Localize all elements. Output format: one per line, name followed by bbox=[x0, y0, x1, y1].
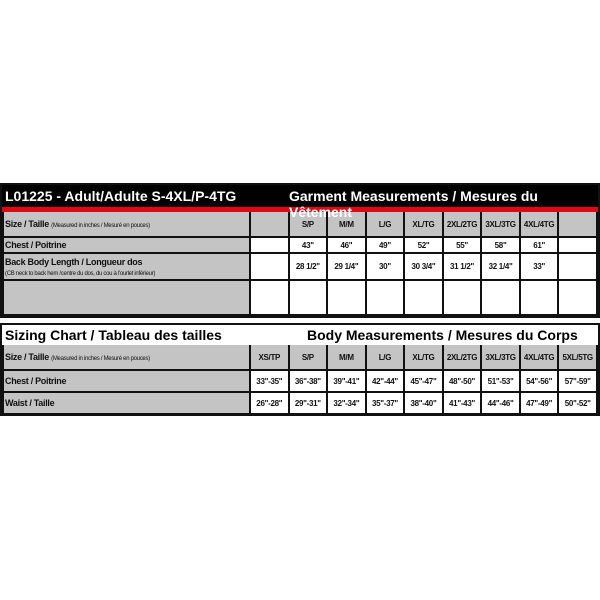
value-cell bbox=[443, 281, 481, 314]
size-header: S/P bbox=[289, 345, 327, 369]
row-label: Chest / Poitrine bbox=[4, 371, 249, 391]
value-cell bbox=[559, 281, 596, 314]
value-cell: 50"-52" bbox=[559, 393, 596, 413]
size-label: Size / Taille (Measured in inches / Mesu… bbox=[4, 212, 249, 236]
size-header: 5XL/5TG bbox=[559, 345, 596, 369]
value-cell: 52" bbox=[405, 238, 442, 252]
value-cell: 43" bbox=[289, 238, 327, 252]
size-header: 4XL/4TG bbox=[520, 345, 558, 369]
value-cell: 32 1/4" bbox=[482, 254, 519, 279]
value-cell bbox=[328, 281, 365, 314]
value-cell: 33"-35" bbox=[251, 371, 288, 391]
garment-heading: Garment Measurements / Mesures du Vêteme… bbox=[289, 188, 538, 220]
size-row: Size / Taille (Measured in inches / Mesu… bbox=[4, 212, 596, 236]
value-cell: 33" bbox=[520, 254, 558, 279]
size-row: Size / Taille (Measured in inches / Mesu… bbox=[4, 345, 596, 369]
value-cell: 47"-49" bbox=[520, 393, 558, 413]
value-cell: 30" bbox=[366, 254, 404, 279]
row-label: Waist / Taille bbox=[4, 393, 249, 413]
body-heading: Body Measurements / Mesures du Corps bbox=[307, 327, 578, 343]
value-cell: 41"-43" bbox=[443, 393, 481, 413]
size-header: M/M bbox=[328, 345, 365, 369]
value-cell bbox=[520, 281, 558, 314]
size-header: XL/TG bbox=[405, 345, 442, 369]
table-row: Chest / Poitrine 33"-35" 36"-38" 39"-41" 42"… bbox=[4, 371, 596, 391]
size-header: M/M bbox=[328, 212, 365, 236]
size-header bbox=[251, 212, 288, 236]
value-cell: 32"-34" bbox=[328, 393, 365, 413]
table-row bbox=[4, 281, 596, 314]
size-header bbox=[559, 212, 596, 236]
value-cell: 54"-56" bbox=[520, 371, 558, 391]
garment-measurements-table: L01225 - Adult/Adulte S-4XL/P-4TG Garmen… bbox=[0, 183, 600, 318]
size-header: L/G bbox=[366, 212, 404, 236]
row-label-text: Waist / Taille bbox=[5, 398, 55, 408]
value-cell: 58" bbox=[482, 238, 519, 252]
size-header: 2XL/2TG bbox=[443, 345, 481, 369]
size-label: Size / Taille (Measured in inches / Mesu… bbox=[4, 345, 249, 369]
value-cell bbox=[559, 238, 596, 252]
garment-header: L01225 - Adult/Adulte S-4XL/P-4TG Garmen… bbox=[2, 185, 598, 220]
sizing-chart-title: Sizing Chart / Tableau des tailles bbox=[5, 327, 222, 343]
size-header: S/P bbox=[289, 212, 327, 236]
value-cell bbox=[559, 254, 596, 279]
value-cell bbox=[482, 281, 519, 314]
size-header: 2XL/2TG bbox=[443, 212, 481, 236]
row-label: Chest / Poitrine bbox=[4, 238, 249, 252]
row-label: Back Body Length / Longueur dos (CB neck … bbox=[4, 254, 249, 279]
value-cell: 46" bbox=[328, 238, 365, 252]
table-row: Back Body Length / Longueur dos (CB neck … bbox=[4, 254, 596, 279]
value-cell: 30 3/4" bbox=[405, 254, 442, 279]
size-label-text: Size / Taille bbox=[5, 219, 49, 229]
row-label-text: Back Body Length / Longueur dos bbox=[5, 256, 143, 267]
value-cell: 29"-31" bbox=[289, 393, 327, 413]
product-title: L01225 - Adult/Adulte S-4XL/P-4TG bbox=[5, 188, 237, 204]
table-row: Waist / Taille 26"-28" 29"-31" 32"-34" 35"-3… bbox=[4, 393, 596, 413]
value-cell: 31 1/2" bbox=[443, 254, 481, 279]
value-cell bbox=[251, 254, 288, 279]
value-cell: 36"-38" bbox=[289, 371, 327, 391]
value-cell bbox=[405, 281, 442, 314]
value-cell: 51"-53" bbox=[482, 371, 519, 391]
value-cell: 57"-59" bbox=[559, 371, 596, 391]
value-cell: 38"-40" bbox=[405, 393, 442, 413]
value-cell: 44"-46" bbox=[482, 393, 519, 413]
value-cell bbox=[251, 238, 288, 252]
value-cell: 26"-28" bbox=[251, 393, 288, 413]
table-row: Chest / Poitrine 43" 46" 49" 52" 55" 58" 61" bbox=[4, 238, 596, 252]
row-label bbox=[4, 281, 249, 314]
size-header: XL/TG bbox=[405, 212, 442, 236]
value-cell bbox=[289, 281, 327, 314]
value-cell: 35"-37" bbox=[366, 393, 404, 413]
value-cell bbox=[251, 281, 288, 314]
size-header: 3XL/3TG bbox=[482, 345, 519, 369]
size-note: (Measured in inches / Mesuré en pouces) bbox=[51, 223, 150, 229]
value-cell bbox=[366, 281, 404, 314]
value-cell: 55" bbox=[443, 238, 481, 252]
value-cell: 28 1/2" bbox=[289, 254, 327, 279]
size-header: L/G bbox=[366, 345, 404, 369]
body-header: Sizing Chart / Tableau des tailles Body … bbox=[2, 325, 598, 345]
value-cell: 61" bbox=[520, 238, 558, 252]
value-cell: 45"-47" bbox=[405, 371, 442, 391]
row-note: (CB neck to back hem /centre du dos, du … bbox=[5, 270, 156, 277]
value-cell: 29 1/4" bbox=[328, 254, 365, 279]
row-label-text: Chest / Poitrine bbox=[5, 240, 67, 250]
value-cell: 48"-50" bbox=[443, 371, 481, 391]
row-label-text: Chest / Poitrine bbox=[5, 376, 67, 386]
value-cell: 39"-41" bbox=[328, 371, 365, 391]
value-cell: 49" bbox=[366, 238, 404, 252]
body-measurements-table: Sizing Chart / Tableau des tailles Body … bbox=[0, 323, 600, 416]
value-cell: 42"-44" bbox=[366, 371, 404, 391]
size-header: XS/TP bbox=[251, 345, 288, 369]
size-header: 3XL/3TG bbox=[482, 212, 519, 236]
red-divider bbox=[2, 207, 598, 212]
size-header: 4XL/4TG bbox=[520, 212, 558, 236]
size-note: (Measured in inches / Mesuré en pouces) bbox=[51, 356, 150, 362]
size-label-text: Size / Taille bbox=[5, 352, 49, 362]
